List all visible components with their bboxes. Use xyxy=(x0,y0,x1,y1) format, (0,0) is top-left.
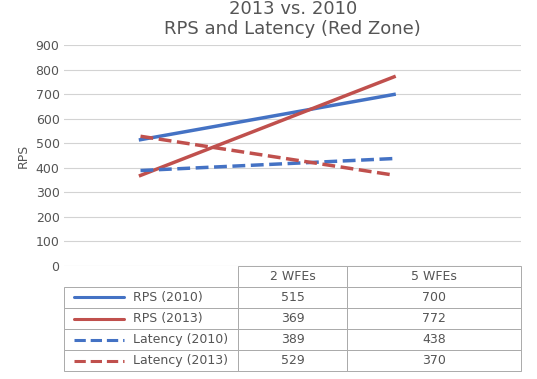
Bar xyxy=(347,287,521,308)
Bar xyxy=(347,350,521,371)
Text: 370: 370 xyxy=(422,354,446,367)
Bar xyxy=(64,329,238,350)
Bar xyxy=(64,308,238,329)
Text: 700: 700 xyxy=(422,291,446,304)
Bar xyxy=(238,266,347,287)
Bar xyxy=(347,308,521,329)
Bar xyxy=(64,266,238,287)
Bar xyxy=(238,308,347,329)
Bar xyxy=(347,329,521,350)
Bar xyxy=(64,350,238,371)
Bar xyxy=(238,329,347,350)
Text: 529: 529 xyxy=(281,354,304,367)
Bar xyxy=(238,287,347,308)
Text: Latency (2010): Latency (2010) xyxy=(133,333,228,346)
Bar xyxy=(238,350,347,371)
Text: 772: 772 xyxy=(422,312,446,325)
Text: 369: 369 xyxy=(281,312,304,325)
Text: 438: 438 xyxy=(422,333,446,346)
Text: RPS (2010): RPS (2010) xyxy=(133,291,202,304)
Text: Latency (2013): Latency (2013) xyxy=(133,354,228,367)
Text: RPS (2013): RPS (2013) xyxy=(133,312,202,325)
Bar xyxy=(347,266,521,287)
Y-axis label: RPS: RPS xyxy=(17,144,30,168)
Title: 2013 vs. 2010
RPS and Latency (Red Zone): 2013 vs. 2010 RPS and Latency (Red Zone) xyxy=(164,0,421,38)
Text: 5 WFEs: 5 WFEs xyxy=(411,270,457,283)
Bar xyxy=(64,287,238,308)
Text: 2 WFEs: 2 WFEs xyxy=(270,270,316,283)
Text: 389: 389 xyxy=(281,333,304,346)
Text: 515: 515 xyxy=(281,291,304,304)
